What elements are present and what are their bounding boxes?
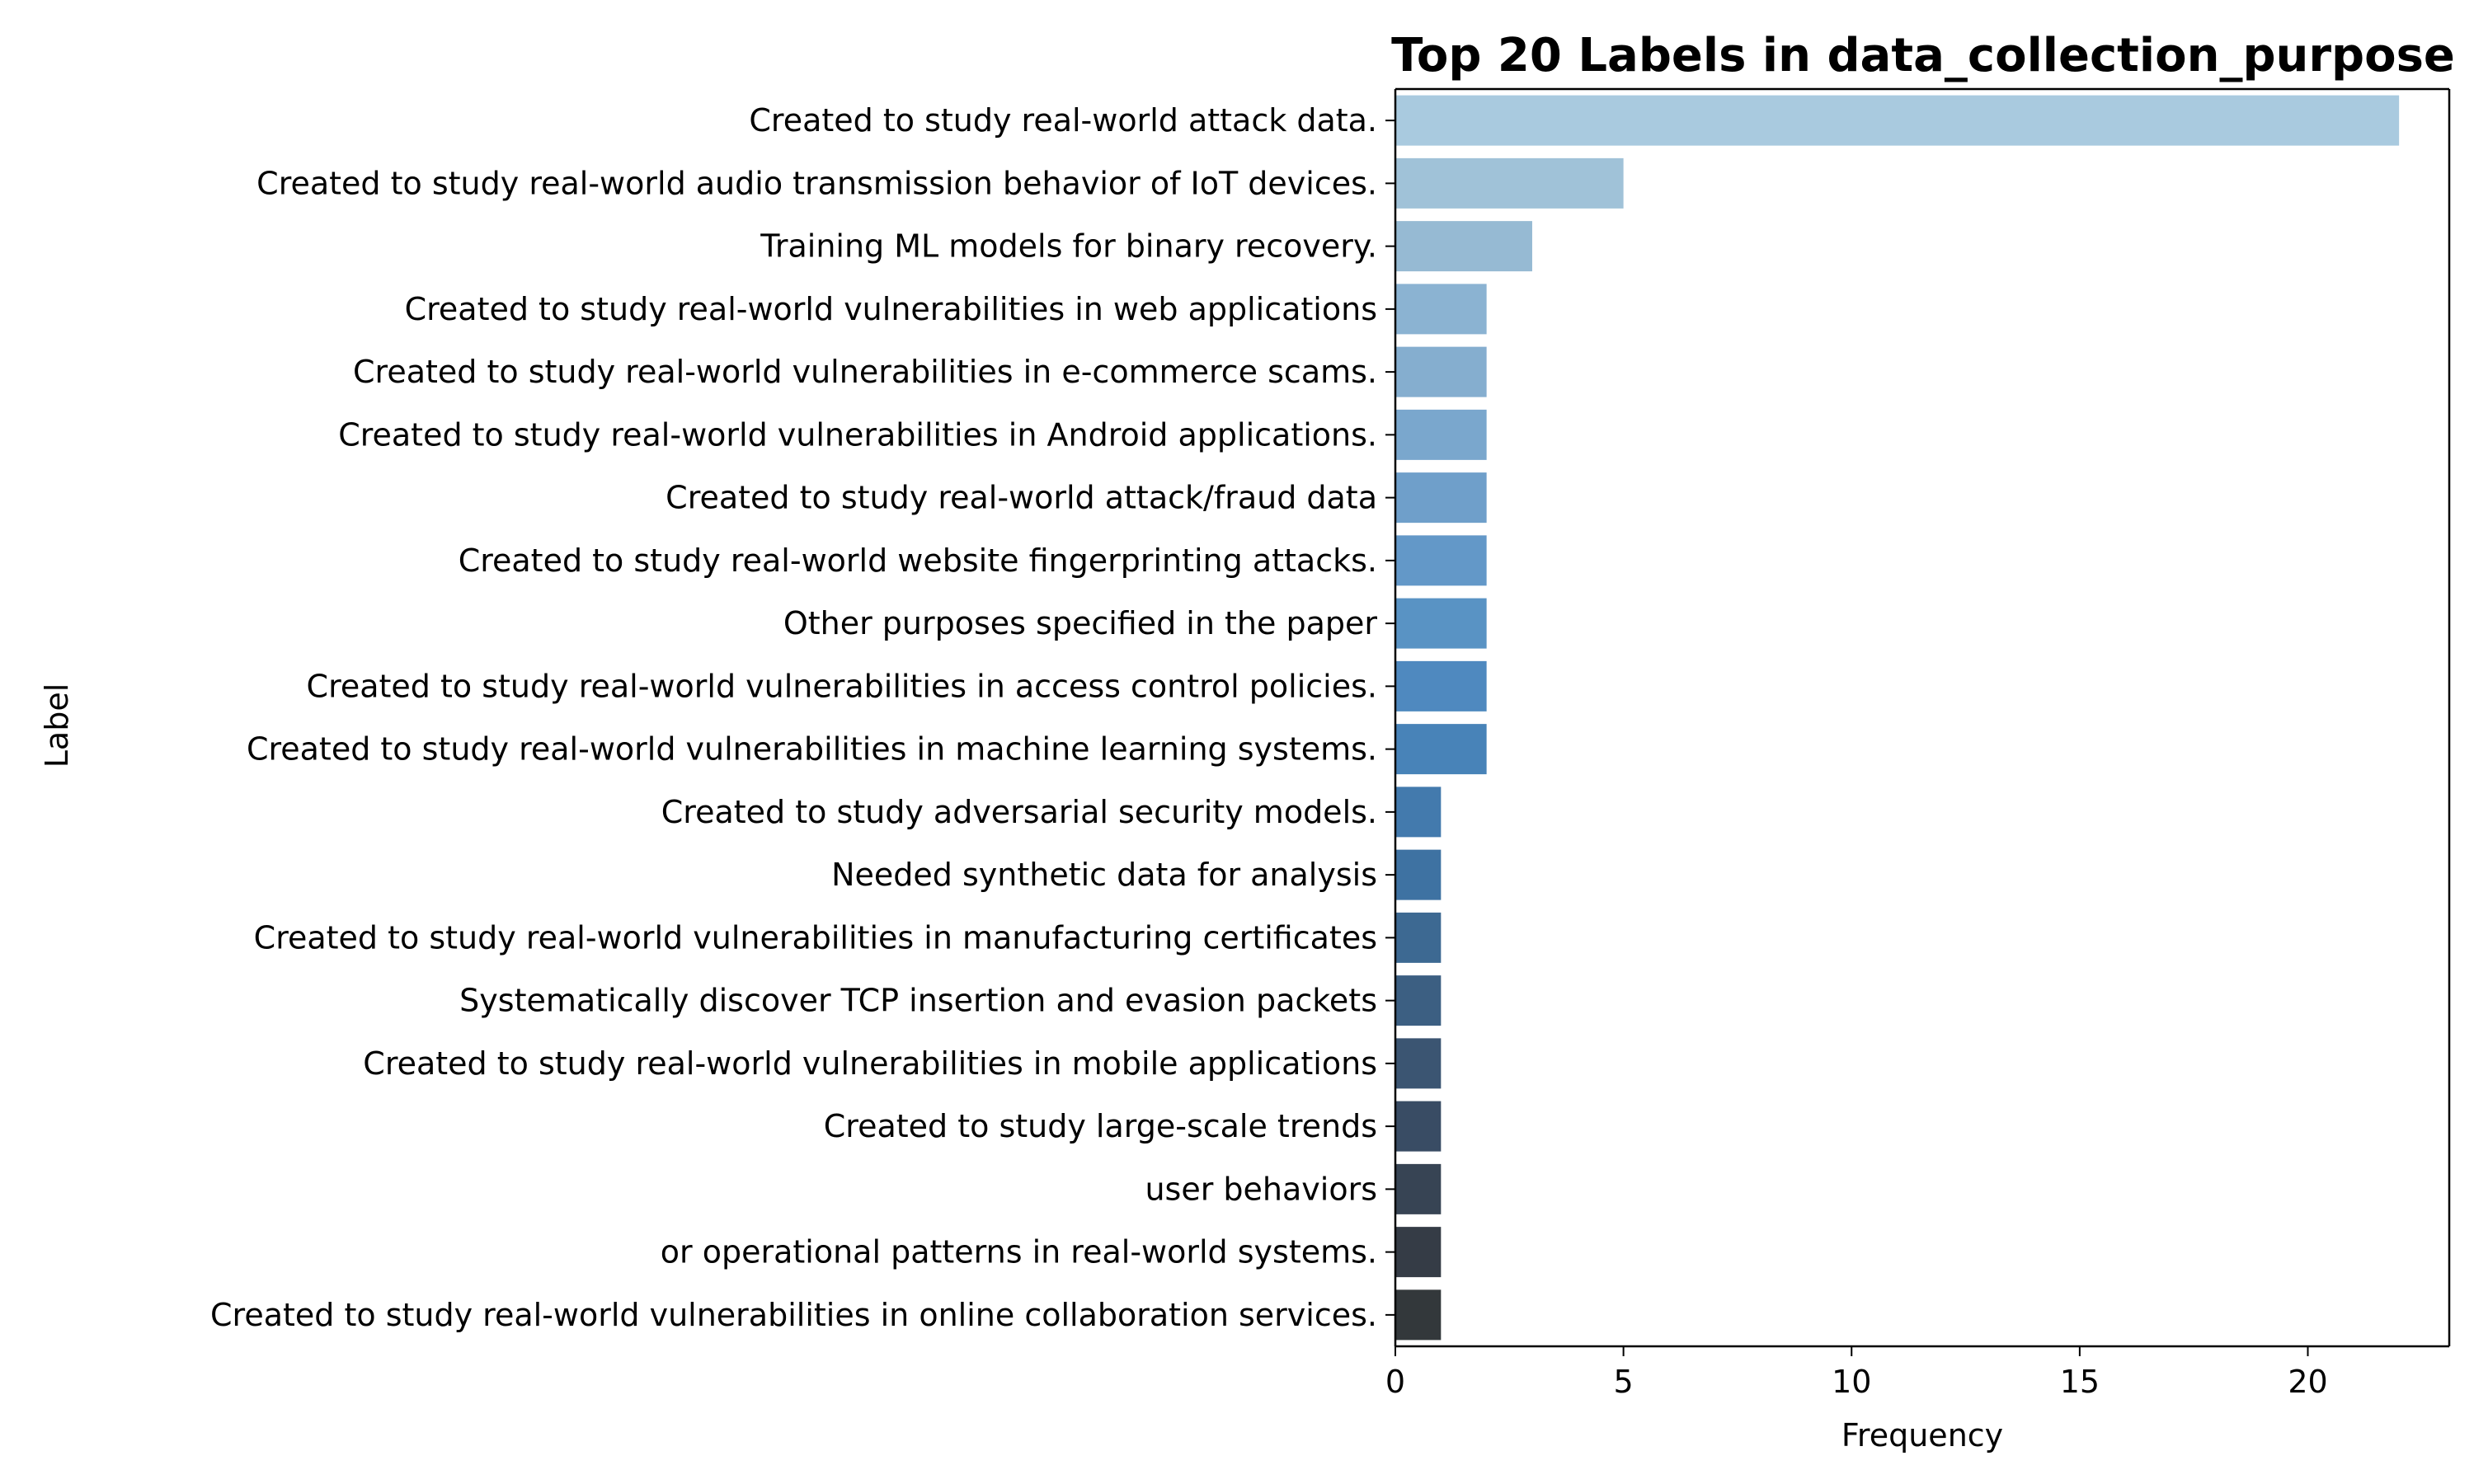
x-tick-label: 20	[2288, 1364, 2327, 1400]
x-tick-label: 15	[2060, 1364, 2100, 1400]
y-tick-label: Created to study real-world website fing…	[459, 542, 1377, 579]
y-axis-title: Label	[39, 683, 75, 768]
bar	[1395, 472, 1487, 524]
y-tick-label: Created to study real-world vulnerabilit…	[247, 731, 1377, 768]
chart-title: Top 20 Labels in data_collection_purpose	[1391, 29, 2455, 82]
bar	[1395, 535, 1487, 586]
bar	[1395, 409, 1487, 460]
x-tick-label: 10	[1832, 1364, 1871, 1400]
bar	[1395, 1163, 1442, 1214]
bar	[1395, 598, 1487, 649]
y-tick-label: Created to study real-world vulnerabilit…	[353, 354, 1377, 390]
x-tick-label: 0	[1385, 1364, 1405, 1400]
y-tick-label: Created to study real-world vulnerabilit…	[307, 668, 1377, 704]
bar	[1395, 1038, 1442, 1089]
y-tick-labels: Created to study real-world attack data.…	[210, 102, 1395, 1333]
bar	[1395, 346, 1487, 397]
y-tick-label: Created to study real-world vulnerabilit…	[254, 919, 1377, 956]
y-tick-label: Created to study real-world attack data.	[749, 102, 1377, 139]
y-tick-label: Created to study real-world vulnerabilit…	[210, 1297, 1377, 1333]
bar	[1395, 912, 1442, 963]
y-tick-label: Training ML models for binary recovery.	[760, 228, 1377, 265]
y-tick-label: Needed synthetic data for analysis	[831, 857, 1377, 893]
bar	[1395, 1289, 1442, 1341]
bar	[1395, 157, 1624, 209]
x-axis-title: Frequency	[1841, 1417, 2003, 1453]
x-axis-ticks: 0 5 10 15 20	[1385, 1346, 2328, 1400]
y-tick-label: Created to study real-world vulnerabilit…	[405, 291, 1377, 327]
bar	[1395, 284, 1487, 335]
y-tick-label: Created to study real-world vulnerabilit…	[363, 1045, 1377, 1082]
y-tick-label: Created to study large-scale trends	[824, 1108, 1377, 1144]
bar	[1395, 660, 1487, 711]
bar	[1395, 95, 2400, 146]
bar	[1395, 849, 1442, 900]
bars-group	[1395, 95, 2400, 1341]
bar	[1395, 1101, 1442, 1152]
bar	[1395, 787, 1442, 838]
y-tick-label: Systematically discover TCP insertion an…	[459, 983, 1377, 1019]
y-tick-label: or operational patterns in real-world sy…	[661, 1234, 1377, 1270]
x-tick-label: 5	[1614, 1364, 1634, 1400]
y-tick-label: Created to study real-world audio transm…	[256, 165, 1377, 201]
y-tick-label: Created to study real-world vulnerabilit…	[338, 416, 1377, 453]
bar	[1395, 1227, 1442, 1278]
y-tick-label: Created to study real-world attack/fraud…	[666, 480, 1377, 516]
bar	[1395, 975, 1442, 1026]
bar	[1395, 724, 1487, 775]
y-tick-label: user behaviors	[1145, 1171, 1377, 1207]
y-tick-label: Other purposes specified in the paper	[783, 605, 1378, 641]
y-tick-label: Created to study adversarial security mo…	[661, 794, 1377, 830]
bar	[1395, 221, 1532, 272]
